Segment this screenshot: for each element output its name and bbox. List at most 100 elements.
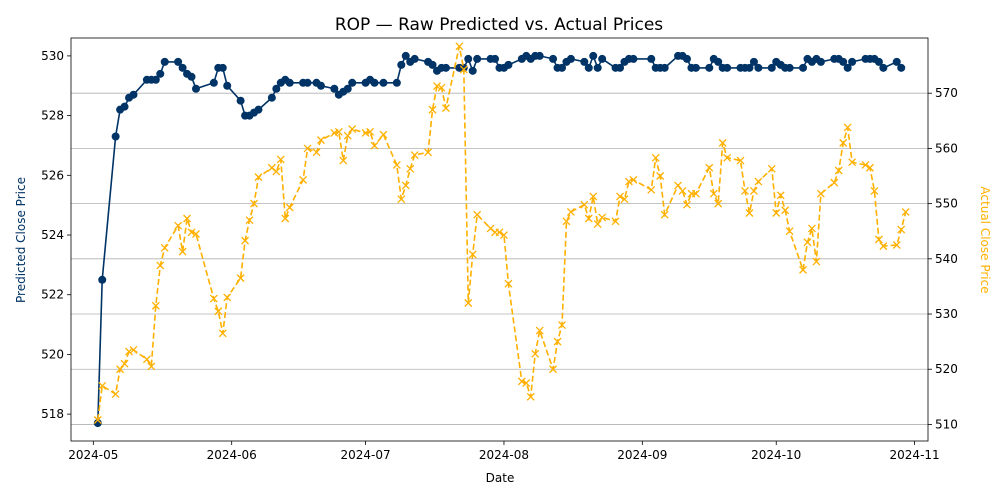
actual-point	[98, 381, 107, 390]
x-tick-label: 2024-05	[68, 448, 118, 462]
actual-point	[441, 104, 450, 113]
actual-point	[241, 236, 250, 245]
predicted-point	[401, 51, 410, 60]
predicted-point	[616, 63, 625, 72]
actual-point	[379, 130, 388, 139]
predicted-point	[557, 63, 566, 72]
actual-point	[526, 392, 535, 401]
actual-point	[254, 173, 263, 182]
predicted-point	[410, 54, 419, 63]
actual-point	[879, 242, 888, 251]
left-tick-label: 520	[41, 347, 64, 361]
actual-point	[848, 158, 857, 167]
predicted-point	[598, 54, 607, 63]
predicted-point	[120, 102, 129, 111]
predicted-point	[714, 57, 723, 66]
actual-point	[839, 138, 848, 147]
predicted-point	[459, 63, 468, 72]
predicted-point	[874, 57, 883, 66]
actual-point	[272, 167, 281, 176]
actual-point	[745, 209, 754, 217]
actual-point	[772, 209, 781, 217]
actual-point	[892, 241, 901, 249]
predicted-point	[504, 60, 513, 69]
right-tick-label: 520	[935, 362, 958, 376]
actual-point	[522, 379, 531, 387]
plot-frame	[70, 37, 929, 442]
actual-point	[236, 274, 245, 283]
actual-point	[424, 148, 433, 157]
predicted-point	[754, 63, 763, 72]
actual-point	[334, 127, 343, 136]
predicted-point	[174, 57, 183, 66]
chart-title: ROP — Raw Predicted vs. Actual Prices	[335, 15, 663, 35]
actual-point	[874, 235, 883, 244]
actual-point	[803, 238, 812, 247]
actual-point	[767, 164, 776, 173]
actual-point	[312, 148, 321, 157]
actual-point	[343, 131, 352, 140]
predicted-point	[473, 54, 482, 63]
actual-point	[285, 203, 294, 212]
predicted-point	[397, 60, 406, 69]
right-tick-label: 570	[935, 86, 958, 100]
actual-point	[714, 199, 723, 208]
predicted-point	[897, 63, 906, 72]
actual-point	[406, 164, 415, 173]
actual-point	[223, 293, 232, 302]
predicted-point	[705, 63, 714, 72]
actual-point	[120, 359, 129, 368]
actual-point	[611, 217, 620, 226]
actual-point	[870, 186, 879, 195]
actual-point	[834, 166, 843, 175]
predicted-point	[187, 72, 196, 81]
actual-point	[397, 195, 406, 204]
predicted-point	[593, 63, 602, 72]
predicted-point	[111, 132, 120, 141]
actual-point	[812, 257, 821, 266]
actual-point	[593, 220, 602, 229]
actual-point	[741, 186, 749, 195]
predicted-point	[441, 63, 450, 72]
left-tick-label: 524	[41, 228, 64, 242]
actual-point	[598, 213, 607, 222]
predicted-point	[468, 66, 477, 75]
actual-point	[401, 181, 410, 190]
predicted-point	[839, 57, 848, 66]
actual-point	[370, 141, 379, 150]
predicted-point	[272, 84, 281, 93]
predicted-point	[549, 54, 558, 63]
actual-point	[816, 189, 825, 198]
actual-point	[897, 225, 906, 234]
actual-point	[691, 189, 700, 198]
right-tick-label: 510	[935, 417, 958, 431]
actual-point	[531, 349, 540, 358]
actual-point	[620, 195, 629, 204]
actual-point	[174, 221, 183, 230]
actual-point	[723, 153, 732, 162]
actual-point	[156, 261, 165, 270]
predicted-point	[379, 78, 388, 87]
actual-point	[589, 192, 598, 201]
predicted-point	[848, 57, 857, 66]
actual-point	[799, 265, 807, 274]
actual-line	[97, 46, 907, 421]
predicted-point	[749, 57, 758, 66]
predicted-point	[691, 63, 700, 72]
actual-point	[183, 214, 192, 223]
actual-point	[116, 365, 125, 374]
predicted-point	[156, 69, 165, 78]
predicted-point	[370, 78, 379, 87]
predicted-point	[660, 63, 669, 72]
predicted-point	[566, 54, 575, 63]
x-tick-label: 2024-10	[751, 448, 801, 462]
predicted-line	[97, 53, 902, 424]
predicted-point	[799, 63, 808, 72]
actual-point	[776, 191, 785, 200]
actual-point	[754, 177, 763, 186]
actual-point	[549, 365, 558, 374]
actual-point	[830, 178, 839, 187]
predicted-point	[629, 54, 638, 63]
actual-point	[656, 172, 665, 180]
